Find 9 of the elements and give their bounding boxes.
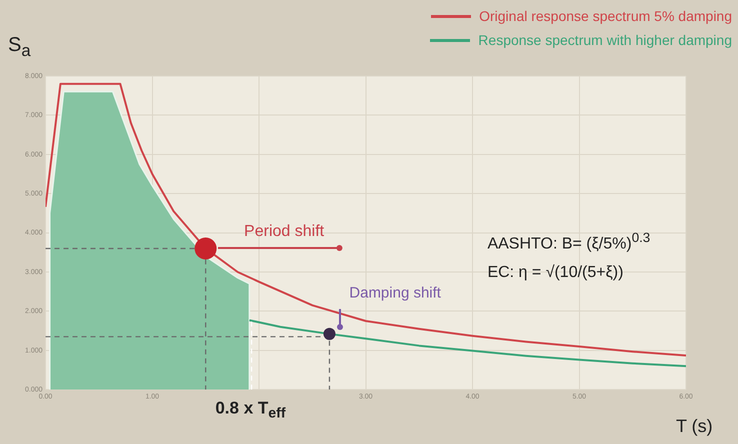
annotation: AASHTO: B= (ξ/5%)$^{0.3}$ xyxy=(487,230,650,253)
text: 0.8 x T$_{eff}$ xyxy=(215,398,286,422)
annotation: Damping shift xyxy=(349,284,441,302)
annotation: EC: η = √(10/(5+ξ)) xyxy=(487,264,624,282)
legend-label: Original response spectrum 5% damping xyxy=(479,8,732,24)
x-axis-title: T (s) xyxy=(676,416,713,437)
annotation: Period shift xyxy=(244,223,324,242)
y-axis-title: S$_{a}$ xyxy=(8,34,31,61)
legend-label: Response spectrum with higher damping xyxy=(478,32,732,48)
